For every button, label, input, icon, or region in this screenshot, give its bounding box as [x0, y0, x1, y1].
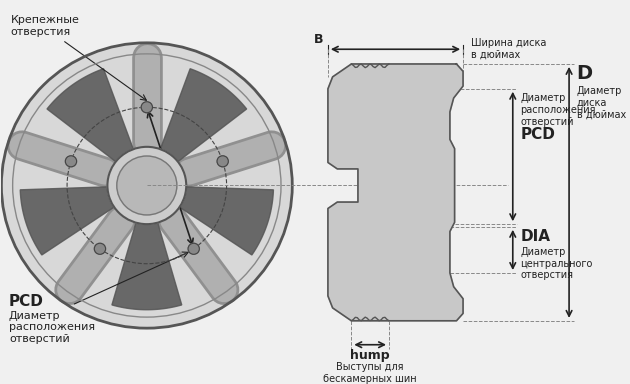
- Text: PCD: PCD: [520, 127, 555, 142]
- Text: DIA: DIA: [520, 229, 550, 244]
- Text: Диаметр
расположения
отверстий: Диаметр расположения отверстий: [520, 93, 596, 127]
- Text: B: B: [314, 33, 323, 46]
- Circle shape: [217, 156, 228, 167]
- Text: Диаметр
диска
в дюймах: Диаметр диска в дюймах: [576, 86, 626, 119]
- Polygon shape: [160, 69, 247, 162]
- Text: Ширина диска
в дюймах: Ширина диска в дюймах: [471, 38, 546, 60]
- Polygon shape: [112, 223, 181, 310]
- Circle shape: [1, 43, 292, 328]
- Circle shape: [108, 147, 186, 224]
- Text: Крепежные
отверстия: Крепежные отверстия: [11, 15, 79, 37]
- Circle shape: [94, 243, 106, 254]
- Polygon shape: [328, 64, 463, 321]
- Text: PCD: PCD: [9, 294, 43, 309]
- Text: Выступы для
бескамерных шин: Выступы для бескамерных шин: [323, 362, 417, 384]
- Text: D: D: [576, 64, 593, 83]
- Text: Диаметр
центрального
отверстия: Диаметр центрального отверстия: [520, 247, 593, 280]
- Text: Диаметр
расположения
отверстий: Диаметр расположения отверстий: [9, 311, 95, 344]
- Polygon shape: [47, 69, 134, 162]
- Circle shape: [66, 156, 77, 167]
- Circle shape: [117, 156, 177, 215]
- Text: hump: hump: [350, 349, 390, 362]
- Polygon shape: [180, 187, 273, 255]
- Circle shape: [141, 102, 152, 113]
- Polygon shape: [20, 187, 114, 255]
- Circle shape: [188, 243, 199, 254]
- Text: Вылет
ET: Вылет ET: [336, 116, 376, 137]
